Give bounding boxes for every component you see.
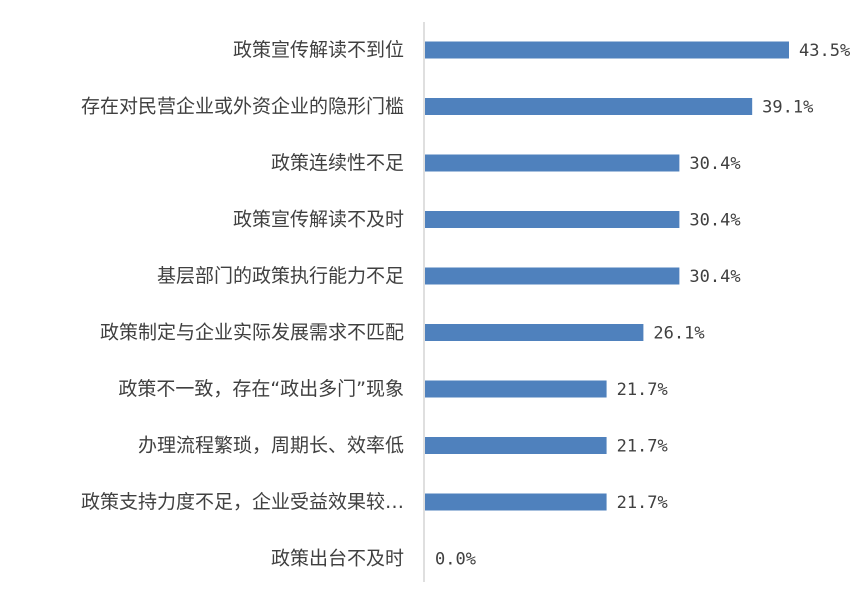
bar	[425, 211, 680, 228]
value-label: 39.1%	[762, 98, 813, 118]
bar	[425, 154, 680, 172]
category-label: 政策支持力度不足，企业受益效果较…	[81, 491, 404, 513]
value-label: 21.7%	[617, 493, 668, 513]
category-label: 政策制定与企业实际发展需求不匹配	[100, 322, 404, 344]
value-label: 21.7%	[617, 437, 668, 457]
bar	[425, 41, 789, 59]
bar	[425, 267, 680, 285]
bar	[425, 437, 607, 454]
value-label: 30.4%	[689, 211, 740, 231]
bar	[425, 98, 753, 115]
value-label: 26.1%	[653, 324, 704, 344]
value-label: 43.5%	[799, 41, 850, 61]
value-label: 30.4%	[689, 267, 740, 287]
bar	[425, 380, 607, 398]
value-label: 30.4%	[689, 154, 740, 174]
category-label: 办理流程繁琐，周期长、效率低	[138, 435, 404, 457]
category-label: 政策连续性不足	[271, 152, 404, 174]
category-label: 政策宣传解读不到位	[233, 39, 404, 61]
bar	[425, 493, 607, 511]
category-label: 政策出台不及时	[271, 548, 404, 570]
category-label: 基层部门的政策执行能力不足	[157, 265, 404, 287]
value-label: 21.7%	[617, 380, 668, 400]
category-label: 存在对民营企业或外资企业的隐形门槛	[81, 96, 404, 118]
category-label: 政策不一致，存在“政出多门”现象	[118, 378, 404, 400]
bar	[425, 324, 644, 341]
category-label: 政策宣传解读不及时	[233, 209, 404, 231]
value-label: 0.0%	[435, 550, 476, 570]
